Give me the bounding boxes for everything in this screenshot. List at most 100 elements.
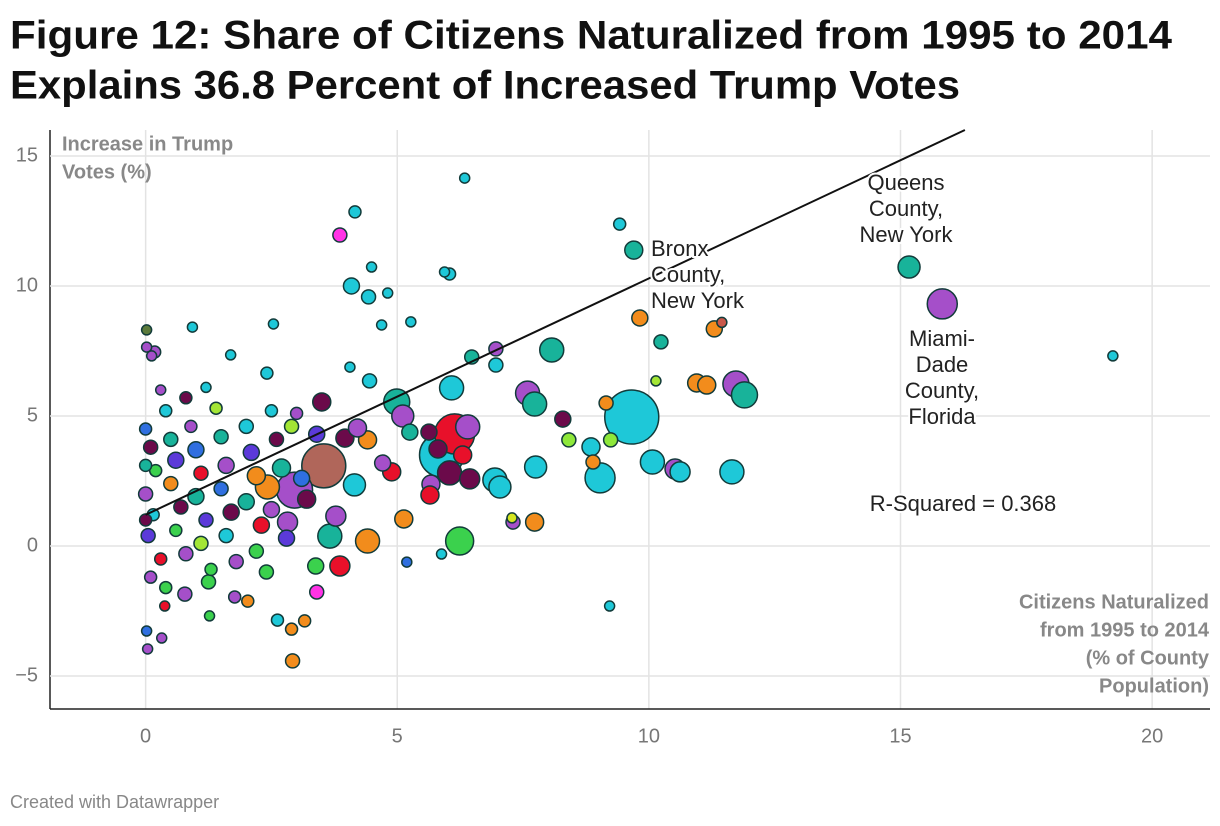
footer: Created with Datawrapper (10, 792, 219, 812)
point (730, 381, 759, 409)
point (169, 523, 183, 538)
point (603, 600, 616, 612)
point (193, 465, 209, 481)
point (167, 451, 185, 469)
point (488, 475, 512, 499)
point (523, 455, 548, 479)
point (375, 319, 388, 331)
x-tick-label: 15 (889, 725, 911, 747)
x-axis-title: Population) (1099, 675, 1209, 697)
x-tick-label: 10 (638, 725, 660, 747)
point (203, 610, 216, 622)
point (373, 454, 392, 472)
point (218, 527, 234, 544)
point (248, 543, 265, 559)
point (242, 443, 261, 462)
point (228, 553, 244, 570)
point (332, 227, 348, 243)
annotation: R-Squared = 0.368 (870, 491, 1057, 516)
point (222, 503, 240, 521)
point (264, 404, 279, 418)
point (452, 445, 473, 465)
point (209, 401, 223, 415)
point (138, 422, 153, 436)
annotation: County, (905, 378, 979, 403)
point (524, 512, 545, 532)
point (145, 350, 158, 362)
x-axis-title: from 1995 to 2014 (1040, 619, 1210, 641)
y-axis-title: Increase in Trump (62, 133, 233, 155)
x-tick-label: 0 (140, 725, 151, 747)
annotation: New York (860, 222, 954, 247)
point (137, 486, 154, 502)
point (653, 334, 669, 350)
point (143, 570, 158, 584)
point (347, 418, 368, 438)
point (227, 590, 242, 604)
point (198, 512, 214, 528)
point (258, 564, 275, 580)
point (342, 473, 367, 497)
y-tick-label: −5 (15, 664, 38, 686)
point (650, 375, 662, 387)
point (521, 391, 548, 417)
point (612, 217, 627, 231)
point (138, 513, 153, 527)
point (401, 423, 419, 441)
point (561, 432, 577, 448)
y-tick-label: 5 (27, 404, 38, 426)
point (200, 381, 212, 394)
point (268, 431, 285, 448)
point (488, 357, 504, 373)
point (329, 555, 351, 577)
point (325, 505, 347, 527)
x-tick-label: 20 (1141, 725, 1163, 747)
point (581, 437, 601, 457)
point (401, 556, 413, 568)
point (354, 528, 381, 554)
point (1107, 350, 1119, 362)
point (696, 375, 717, 395)
point (360, 289, 377, 305)
point (458, 172, 471, 184)
point (177, 586, 193, 602)
point (669, 461, 691, 483)
point (458, 468, 481, 490)
point (173, 499, 189, 515)
point (438, 266, 451, 278)
point (237, 493, 256, 511)
point (435, 548, 448, 560)
point (585, 454, 601, 470)
point (284, 653, 301, 669)
point (454, 414, 481, 440)
point (716, 316, 728, 329)
point (140, 324, 153, 336)
point (141, 643, 154, 655)
point (252, 516, 271, 534)
point (926, 288, 959, 320)
point (348, 205, 362, 219)
point (217, 456, 235, 475)
point (897, 255, 921, 279)
point (213, 429, 229, 445)
point (204, 562, 218, 577)
annotation: New York (651, 288, 745, 313)
point (602, 432, 619, 448)
x-axis-title: (% of County (1086, 647, 1210, 669)
point (436, 460, 463, 486)
point (270, 613, 285, 627)
chart-title: Figure 12: Share of Citizens Naturalized… (10, 14, 1173, 58)
point (153, 552, 168, 566)
point (158, 404, 173, 418)
point (184, 419, 198, 434)
point (301, 443, 347, 489)
point (365, 261, 378, 273)
trend-line (145, 129, 966, 516)
point (438, 375, 465, 401)
annotation: County, (651, 262, 725, 287)
point (538, 337, 565, 363)
point (163, 475, 179, 492)
point (138, 458, 153, 473)
point (179, 391, 193, 405)
